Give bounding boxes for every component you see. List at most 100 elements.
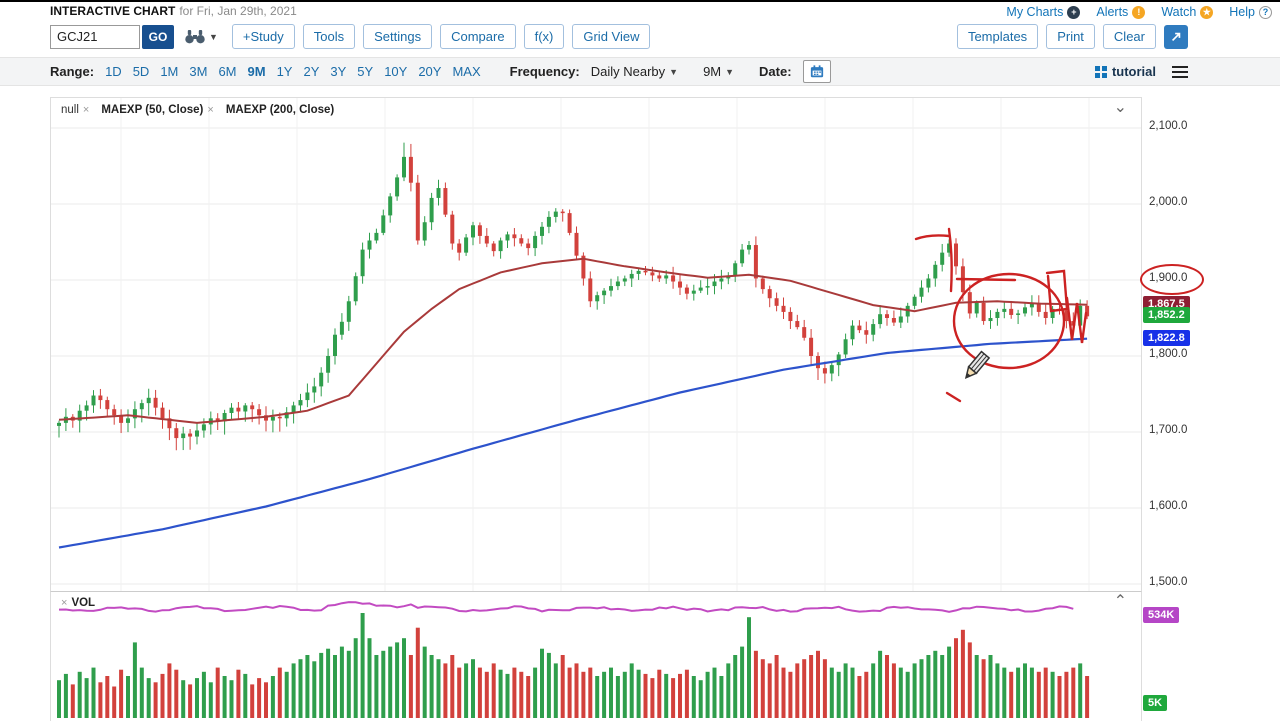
- binoculars-icon: [185, 30, 205, 44]
- chevron-down-icon: ▼: [209, 31, 218, 42]
- settings-button[interactable]: Settings: [363, 24, 433, 49]
- frequency-value: Daily Nearby: [590, 64, 666, 79]
- range-3y[interactable]: 3Y: [330, 64, 347, 79]
- period-select[interactable]: 9M ▼: [703, 64, 734, 79]
- range-6m[interactable]: 6M: [218, 64, 237, 79]
- ma200-line: [58, 337, 1088, 549]
- frequency-label: Frequency:: [509, 64, 580, 79]
- ma50-line: [58, 257, 1088, 424]
- remove-study-icon[interactable]: ×: [207, 104, 214, 116]
- range-1d[interactable]: 1D: [105, 64, 122, 79]
- tutorial-label: tutorial: [1111, 64, 1156, 79]
- frequency-select[interactable]: Daily Nearby ▼: [591, 64, 678, 79]
- period-value: 9M: [703, 64, 722, 79]
- watch-label: Watch: [1161, 5, 1197, 19]
- templates-button[interactable]: Templates: [956, 24, 1039, 49]
- date-label: Date:: [759, 64, 792, 79]
- alerts-link[interactable]: Alerts!: [1096, 5, 1146, 19]
- range-3m[interactable]: 3M: [189, 64, 208, 79]
- volume-legend: × VOL: [61, 597, 95, 609]
- volume-bars: [57, 613, 1090, 718]
- symbol-search-button[interactable]: ▼: [184, 29, 218, 44]
- study-label: MAEXP (50, Close): [101, 104, 204, 116]
- y-axis-label: 2,100.0: [1149, 120, 1188, 132]
- help-label: Help: [1229, 5, 1255, 19]
- volume-axis-badge: 5K: [1143, 695, 1168, 711]
- price-chart[interactable]: [51, 98, 1141, 591]
- study-legend-item: null ×: [61, 104, 89, 116]
- expand-panel-chevron-icon[interactable]: ⌃: [1113, 593, 1127, 610]
- compare-button[interactable]: Compare: [440, 24, 516, 49]
- study-label: null: [61, 104, 79, 116]
- remove-volume-study-icon[interactable]: ×: [61, 597, 68, 609]
- header-row: INTERACTIVE CHART for Fri, Jan 29th, 2021…: [0, 2, 1280, 22]
- range-5d[interactable]: 5D: [132, 64, 150, 79]
- volume-chart[interactable]: [51, 592, 1141, 721]
- page-subtitle: for Fri, Jan 29th, 2021: [179, 4, 297, 18]
- symbol-input[interactable]: [50, 24, 140, 49]
- print-button[interactable]: Print: [1046, 24, 1095, 49]
- remove-study-icon[interactable]: ×: [82, 104, 90, 116]
- price-badge: 1,822.8: [1143, 329, 1190, 346]
- y-axis-label: 1,900.0: [1149, 272, 1188, 284]
- range-2y[interactable]: 2Y: [303, 64, 320, 79]
- tools-button[interactable]: Tools: [302, 24, 356, 49]
- plus-circle-icon: +: [1067, 5, 1081, 19]
- study-legend: null × MAEXP (50, Close) × MAEXP (200, Close…: [61, 104, 334, 116]
- grid-view-button[interactable]: Grid View: [572, 24, 651, 49]
- price-badge: 1,852.2: [1143, 307, 1190, 324]
- f-x-button[interactable]: f(x): [523, 24, 565, 49]
- pencil-cursor-icon: [956, 348, 994, 386]
- menu-icon[interactable]: [1172, 65, 1188, 78]
- star-icon: ★: [1200, 5, 1214, 19]
- volume-axis-badge: 534K: [1143, 607, 1180, 623]
- volume-panel: × VOL ⌃: [50, 591, 1142, 721]
- top-strip: [0, 0, 1280, 2]
- volume-label: VOL: [71, 597, 96, 609]
- range-label: Range:: [50, 64, 95, 79]
- main-chart-panel: null × MAEXP (50, Close) × MAEXP (200, Close…: [50, 97, 1142, 592]
- price-axis: 2,100.0 2,000.0 1,900.0 1,800.0 1,700.0 1,600…: [1140, 97, 1221, 720]
- range-1y[interactable]: 1Y: [276, 64, 293, 79]
- study-button[interactable]: +Study: [231, 24, 295, 49]
- page-title-group: INTERACTIVE CHART for Fri, Jan 29th, 2021: [50, 4, 297, 18]
- watch-link[interactable]: Watch ★: [1161, 5, 1214, 19]
- clear-button[interactable]: Clear: [1102, 24, 1156, 49]
- study-legend-item: MAEXP (200, Close): [226, 104, 334, 116]
- y-axis-label: 1,500.0: [1149, 576, 1188, 588]
- header-links: My Charts + Alerts! Watch ★ Help?: [1006, 2, 1272, 22]
- range-10y[interactable]: 10Y: [384, 64, 408, 79]
- help-link[interactable]: Help?: [1229, 5, 1272, 19]
- y-axis-label: 1,600.0: [1149, 500, 1188, 512]
- range-20y[interactable]: 20Y: [418, 64, 442, 79]
- candlestick-series: [57, 142, 1090, 451]
- y-axis-label: 2,000.0: [1149, 196, 1188, 208]
- go-button[interactable]: GO: [142, 24, 174, 49]
- alert-icon: !: [1132, 5, 1146, 19]
- collapse-panel-chevron-icon[interactable]: ⌄: [1113, 99, 1127, 116]
- popout-button[interactable]: [1164, 24, 1188, 49]
- range-max[interactable]: MAX: [452, 64, 481, 79]
- calendar-icon: [810, 65, 823, 78]
- my-charts-link[interactable]: My Charts +: [1006, 5, 1081, 19]
- range-9m[interactable]: 9M: [247, 64, 266, 79]
- study-label: MAEXP (200, Close): [225, 104, 335, 116]
- my-charts-label: My Charts: [1006, 5, 1064, 19]
- range-row: Range: 1D 5D 1M 3M 6M 9M 1Y 2Y 3Y 5Y 10Y 20Y MAX Fre…: [0, 57, 1280, 86]
- expand-arrow-icon: [1171, 32, 1181, 41]
- date-picker-button[interactable]: [802, 60, 831, 83]
- grid-icon: [1094, 65, 1107, 78]
- tutorial-button[interactable]: tutorial: [1094, 64, 1156, 79]
- chevron-down-icon: ▼: [725, 66, 735, 77]
- alerts-label: Alerts: [1096, 5, 1129, 19]
- question-icon: ?: [1259, 5, 1272, 19]
- toolbar-row: GO ▼ +Study Tools Settings Compare f(x) Grid …: [0, 24, 1280, 52]
- y-axis-label: 1,800.0: [1149, 348, 1188, 360]
- y-axis-label: 1,700.0: [1149, 424, 1188, 436]
- volume-ma-line: [58, 601, 1074, 613]
- page-title: INTERACTIVE CHART: [50, 4, 176, 18]
- range-5y[interactable]: 5Y: [357, 64, 374, 79]
- study-legend-item: MAEXP (50, Close) ×: [101, 104, 213, 116]
- chevron-down-icon: ▼: [669, 66, 679, 77]
- range-1m[interactable]: 1M: [160, 64, 179, 79]
